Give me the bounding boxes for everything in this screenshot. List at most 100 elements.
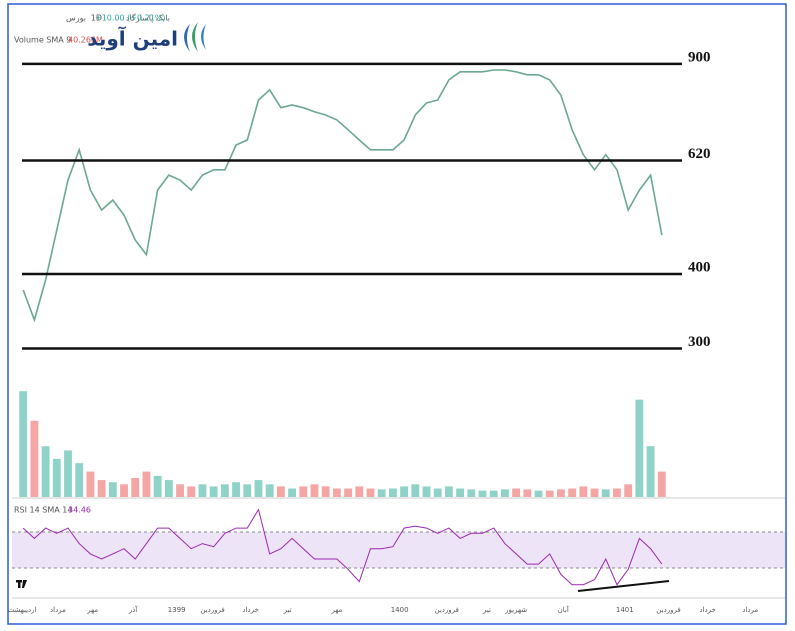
change: +10.00 (+0.21%)	[95, 14, 166, 23]
logo-icon	[201, 24, 206, 50]
volume-bar	[512, 488, 521, 497]
x-tick-label: فروردین	[200, 606, 224, 614]
volume-bar	[75, 463, 84, 497]
volume-bar	[120, 484, 128, 497]
volume-bar	[545, 490, 554, 497]
volume-bar	[489, 490, 498, 497]
rsi-title: RSI 14 SMA 14	[14, 506, 72, 515]
volume-bar	[646, 446, 655, 497]
volume-bar	[276, 486, 285, 497]
volume-bar	[52, 458, 61, 497]
volume-bar	[30, 420, 39, 497]
volume-bar	[288, 488, 296, 497]
x-tick-label: مرداد	[742, 606, 758, 614]
x-tick-label: 1399	[168, 606, 186, 614]
level-label: 400	[688, 259, 711, 275]
volume-bar	[422, 486, 431, 497]
volume-bar	[601, 489, 610, 497]
volume-bar	[456, 488, 465, 497]
volume-bar	[142, 471, 151, 497]
volume-bar	[187, 486, 196, 497]
volume-bar	[366, 488, 375, 497]
x-tick-label: تیر	[482, 606, 491, 614]
volume-bar	[321, 486, 330, 497]
volume-title: Volume SMA 9	[14, 36, 71, 45]
volume-bar	[355, 486, 364, 497]
volume-bar	[467, 489, 476, 497]
volume-bar	[108, 482, 117, 497]
logo-text: امین آوید	[87, 26, 178, 51]
tv-logo	[16, 580, 27, 588]
rsi-last: 34.46	[68, 506, 91, 515]
volume-bar	[411, 484, 420, 497]
x-tick-label: شهریور	[504, 606, 527, 614]
level-label: 900	[688, 49, 711, 65]
volume-bar	[579, 486, 588, 497]
x-tick-label: 1400	[391, 606, 409, 614]
x-tick-label: اردیبهشت	[8, 606, 37, 614]
volume-bar	[657, 471, 666, 497]
volume-bar	[377, 489, 386, 497]
x-tick-label: خرداد	[700, 606, 716, 614]
logo-icon	[192, 22, 198, 52]
x-tick-label: فروردین	[434, 606, 458, 614]
price-line	[22, 69, 663, 323]
volume-bar	[209, 486, 218, 497]
logo: امین آوید	[87, 22, 206, 52]
rsi-line	[22, 508, 663, 586]
level-label: 620	[688, 146, 711, 162]
volume-bar	[388, 488, 397, 497]
volume-bar	[265, 484, 274, 497]
volume-bar	[568, 488, 577, 497]
volume-bar	[332, 488, 341, 497]
symbol: بانک پاسارگاد	[126, 13, 170, 23]
volume-bar	[400, 486, 409, 497]
volume-bar	[478, 490, 487, 497]
volume-bar	[344, 488, 353, 497]
x-tick-label: مرداد	[50, 606, 66, 614]
x-tick-label: 1401	[616, 606, 634, 614]
volume-bar	[41, 446, 50, 497]
divergence-line	[577, 580, 670, 592]
volume-bar	[131, 477, 140, 497]
exchange: بورس	[66, 14, 86, 23]
volume-bar	[433, 488, 442, 497]
volume-bar	[624, 484, 633, 497]
x-tick-label: مهر	[86, 606, 98, 614]
volume-bar	[635, 399, 644, 497]
volume-bar	[232, 482, 240, 497]
volume-bar	[220, 484, 229, 497]
volume-bar	[64, 450, 72, 497]
volume-bar	[198, 484, 207, 497]
x-tick-label: تیر	[283, 606, 292, 614]
volume-bar	[254, 480, 263, 497]
volume-bar	[299, 486, 308, 497]
tv-logo-part	[22, 580, 27, 588]
volume-bar	[86, 471, 95, 497]
volume-bar	[590, 488, 599, 497]
volume-bar	[176, 484, 184, 497]
x-tick-label: مهر	[330, 606, 342, 614]
level-label: 300	[688, 334, 711, 350]
volume-bar	[164, 480, 173, 497]
frame	[7, 3, 787, 625]
x-tick-label: آبان	[558, 605, 570, 614]
volume-bar	[534, 490, 543, 497]
volume-bar	[523, 489, 532, 497]
interval: 1D	[91, 14, 102, 23]
volume-bar	[97, 480, 106, 497]
volume-bar	[243, 484, 252, 497]
volume-bar	[19, 391, 28, 497]
volume-bar	[557, 489, 565, 497]
volume-bar	[310, 484, 319, 497]
volume-bar	[153, 475, 162, 497]
tv-logo-part	[18, 580, 21, 588]
logo-icon	[184, 24, 190, 52]
volume-bar	[501, 489, 509, 497]
x-tick-label: آذر	[128, 605, 138, 614]
x-tick-label: فروردین	[656, 606, 680, 614]
volume-last: 40.266M	[68, 36, 103, 45]
volume-bar	[613, 488, 621, 497]
